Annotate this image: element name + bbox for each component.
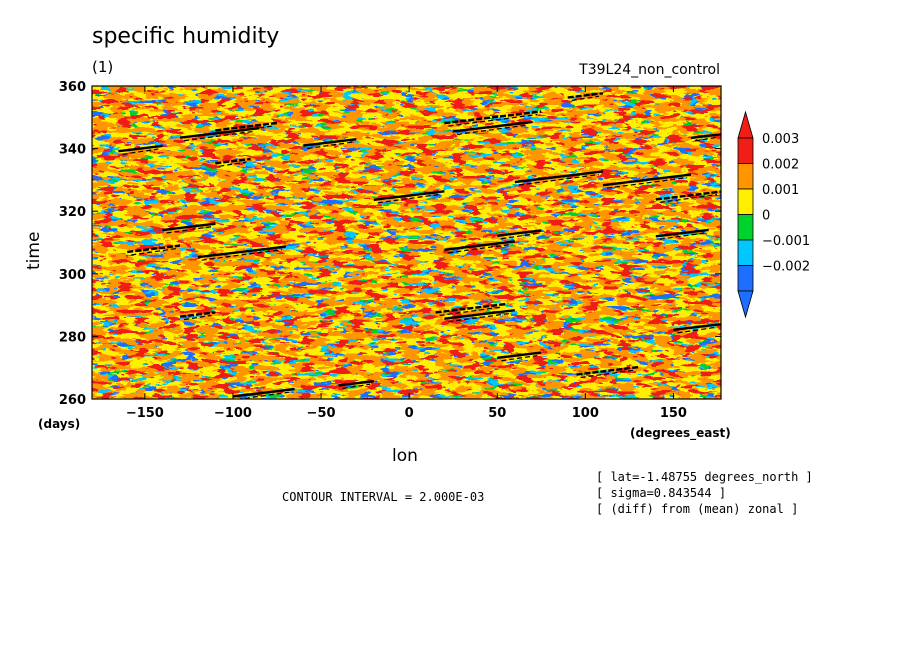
x-tick-label: 100 — [572, 406, 599, 421]
contour-lines — [118, 92, 721, 399]
contour-line — [497, 229, 542, 237]
lat-note: [ lat=-1.48755 degrees_north ] — [596, 470, 813, 484]
contour-line-dashed — [342, 383, 370, 390]
contour-line-dashed — [571, 95, 600, 102]
contour-line-dashed — [677, 326, 718, 334]
colorbar-label: −0.001 — [762, 234, 810, 249]
x-tick-label: 150 — [660, 406, 687, 421]
contour-line-dashed — [448, 243, 511, 254]
contour-line-dashed — [122, 148, 159, 155]
contour-line-dashed — [694, 136, 718, 142]
y-tick-label: 260 — [59, 393, 86, 408]
contour-line-dashed — [184, 314, 212, 321]
colorbar-label: 0.003 — [762, 132, 799, 147]
colorbar-arrow-top — [737, 110, 754, 139]
contour-line-dashed — [606, 177, 688, 189]
colorbar: 0.003 0.002 0.001 0 −0.001 −0.002 — [737, 110, 810, 319]
diff-note: [ (diff) from (mean) zonal ] — [596, 502, 799, 516]
contour-line — [179, 127, 260, 139]
chart-title: specific humidity — [92, 24, 280, 49]
chart-subtitle: (1) — [92, 58, 114, 76]
heatmap-field — [92, 86, 721, 399]
x-tick-label: −100 — [214, 406, 252, 421]
contour-line — [444, 309, 515, 320]
colorbar-swatch — [737, 239, 754, 266]
contour-line — [338, 380, 375, 387]
contour-line — [162, 222, 216, 232]
x-axis-label: lon — [392, 446, 418, 466]
contour-line — [453, 120, 533, 133]
y-axis-label: time — [24, 231, 44, 270]
colorbar-swatch — [737, 137, 754, 164]
contour-interval-note: CONTOUR INTERVAL = 2.000E-03 — [282, 490, 485, 504]
contour-line-dashed — [236, 391, 291, 399]
contour-line-dashed — [377, 193, 441, 204]
contour-line — [690, 133, 721, 140]
axes: −150 −100 −50 0 50 100 150 260 280 300 320 340 360 — [59, 80, 721, 421]
contour-line — [444, 110, 542, 125]
x-tick-label: −150 — [126, 406, 164, 421]
y-tick-label: 360 — [59, 80, 86, 95]
contour-line-dashed — [518, 173, 600, 186]
contour-line — [435, 302, 507, 314]
y-tick-label: 340 — [59, 143, 86, 158]
contour-line — [444, 240, 515, 252]
contour-line-dashed — [501, 354, 538, 362]
plot-frame — [91, 85, 722, 400]
contour-line-dashed — [501, 232, 538, 240]
contour-line — [179, 311, 216, 318]
contour-line — [655, 190, 721, 201]
colorbar-swatch — [737, 163, 754, 190]
contour-line — [576, 365, 639, 376]
contour-line — [232, 387, 295, 398]
colorbar-label: 0 — [762, 209, 770, 224]
colorbar-label: 0.002 — [762, 158, 799, 173]
contour-line — [215, 121, 278, 132]
sigma-note: [ sigma=0.843544 ] — [596, 486, 727, 500]
contour-line — [497, 351, 542, 360]
contour-line — [373, 190, 445, 201]
x-tick-label: 50 — [488, 406, 506, 421]
contour-line — [655, 228, 709, 238]
contour-line-dashed — [219, 161, 247, 167]
contour-line-dashed — [448, 113, 538, 127]
x-tick-label: −50 — [307, 406, 336, 421]
contour-line — [567, 92, 604, 99]
contour-line — [303, 137, 357, 147]
colorbar-label: 0.001 — [762, 183, 799, 198]
y-unit-label: (days) — [38, 417, 81, 431]
contour-line-dashed — [448, 312, 511, 323]
colorbar-swatch — [737, 214, 754, 241]
heatmap-band-4 — [92, 86, 721, 399]
x-unit-label: (degrees_east) — [630, 426, 731, 440]
y-tick-label: 280 — [59, 330, 86, 345]
colorbar-swatch — [737, 265, 754, 292]
colorbar-label: −0.002 — [762, 260, 810, 275]
run-name: T39L24_non_control — [579, 62, 720, 78]
contour-line-dashed — [659, 194, 718, 204]
contour-line — [673, 322, 721, 332]
y-tick-label: 300 — [59, 268, 86, 283]
contour-line — [602, 173, 692, 187]
colorbar-arrow-bottom — [737, 290, 754, 319]
contour-line-dashed — [184, 130, 256, 142]
contour-line — [127, 244, 181, 254]
contour-line-dashed — [580, 369, 635, 379]
contour-line-dashed — [439, 306, 503, 317]
colorbar-swatch — [737, 188, 754, 215]
contour-line — [215, 157, 251, 165]
x-tick-label: 0 — [405, 406, 414, 421]
contour-line — [514, 170, 604, 184]
contour-line — [118, 144, 163, 153]
contour-line-dashed — [201, 249, 282, 261]
contour-line-dashed — [457, 124, 529, 136]
contour-line — [197, 245, 286, 259]
y-tick-label: 320 — [59, 205, 86, 220]
